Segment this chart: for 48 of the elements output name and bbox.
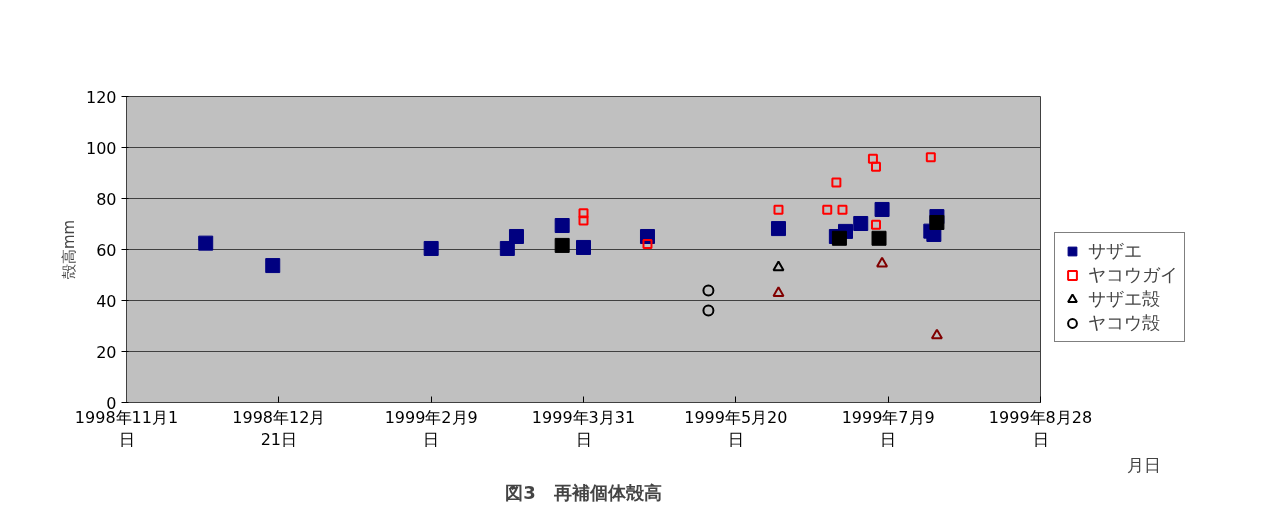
y-tick-label: 80 — [96, 189, 117, 209]
y-tick-label: 100 — [85, 138, 117, 158]
point — [423, 240, 439, 256]
point — [870, 161, 881, 172]
point — [773, 204, 784, 215]
x-tick-label: 1998年12月 21日 — [232, 407, 326, 450]
legend-label: サザエ殻 — [1088, 287, 1160, 311]
point — [831, 177, 842, 188]
point — [576, 239, 591, 255]
y-tick-label: 120 — [85, 87, 117, 107]
x-tick-label: 1999年3月31 日 — [531, 407, 636, 450]
point — [837, 204, 848, 215]
x-axis-title: 月日 — [1126, 454, 1161, 475]
point — [554, 218, 570, 234]
y-tick-label: 60 — [96, 240, 117, 260]
point — [554, 237, 570, 253]
point — [870, 219, 881, 230]
legend-label: サザエ — [1088, 239, 1142, 263]
x-tick-label: 1999年8月28 日 — [988, 407, 1093, 450]
point — [925, 152, 936, 163]
text: 図3 再補個体殻高 — [505, 481, 662, 503]
point — [508, 228, 524, 244]
point — [642, 238, 653, 249]
y-tick-label: 40 — [96, 291, 117, 311]
point — [772, 286, 785, 297]
point — [853, 215, 869, 231]
point — [578, 208, 589, 219]
point — [930, 328, 943, 340]
x-tick-label: 1999年5月20 日 — [684, 407, 788, 450]
point — [876, 256, 889, 268]
legend-label: ヤコウガイ — [1088, 263, 1178, 287]
point — [198, 235, 214, 251]
point — [702, 284, 715, 297]
point — [871, 230, 887, 246]
point — [929, 214, 945, 230]
x-tick-label: 1999年7月9 日 — [841, 407, 935, 450]
point — [702, 304, 715, 317]
y-axis-title: 殻高mm — [59, 219, 78, 280]
x-tick-label: 1999年2月9 日 — [384, 407, 478, 450]
point — [578, 215, 589, 226]
point — [874, 201, 890, 217]
legend-label: ヤコウ殻 — [1088, 311, 1160, 335]
point — [770, 221, 786, 237]
point — [822, 204, 833, 215]
point — [499, 240, 515, 256]
point — [265, 258, 281, 274]
y-tick-label: 20 — [96, 342, 117, 362]
point — [867, 153, 878, 164]
